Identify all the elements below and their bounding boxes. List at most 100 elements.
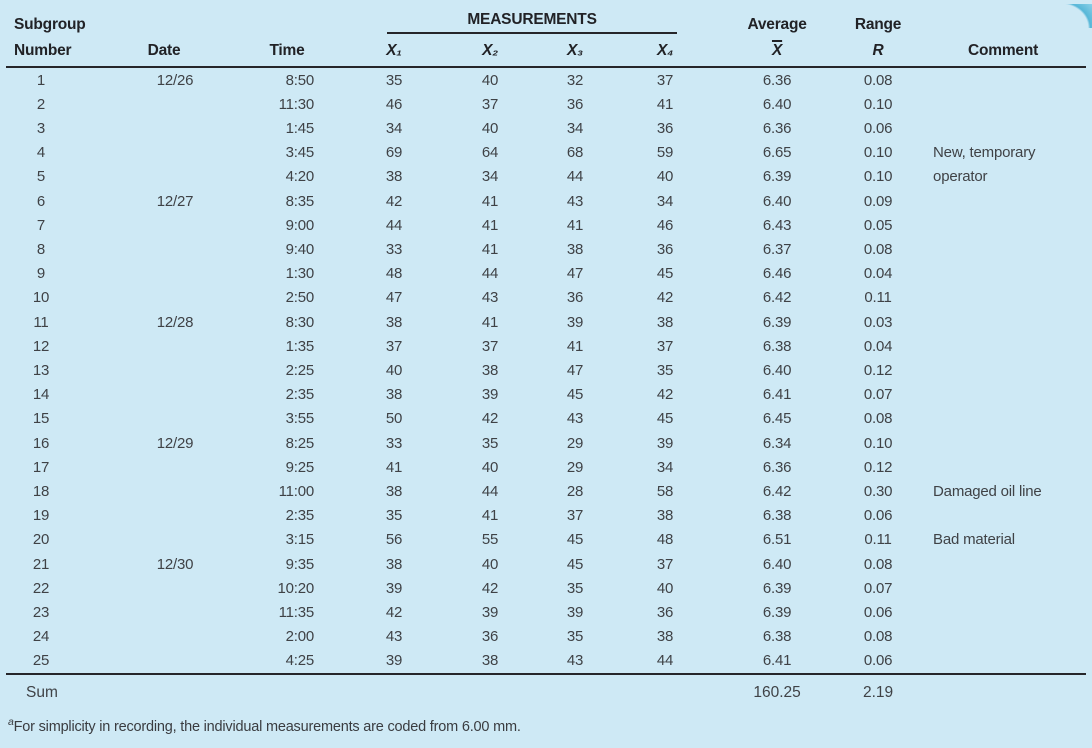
cell-n: 1 (36, 71, 46, 89)
cell-date (90, 358, 268, 382)
cell-avg: 6.39 (762, 579, 792, 597)
cell-range: 0.10 (863, 434, 893, 452)
cell-date (90, 92, 268, 116)
cell-time: 8:50 (285, 71, 315, 89)
sum-row: Sum 160.25 2.19 (6, 673, 1087, 712)
cell-x2: 37 (481, 337, 499, 355)
cell-x4: 38 (656, 628, 674, 646)
cell-x2: 42 (481, 579, 499, 597)
cell-date (90, 649, 268, 674)
cell-comment (920, 67, 1086, 92)
cell-date (90, 141, 268, 165)
cell-time: 8:25 (285, 434, 315, 452)
cell-comment (920, 504, 1086, 528)
cell-x3: 32 (566, 71, 584, 89)
cell-x1: 50 (385, 410, 403, 428)
header-measurements-group: MEASUREMENTS (346, 4, 718, 34)
table-header: Subgroup MEASUREMENTS Average Range Numb… (6, 4, 1087, 68)
cell-x3: 29 (566, 434, 584, 452)
cell-x4: 34 (656, 192, 674, 210)
cell-range: 0.06 (863, 119, 893, 137)
cell-comment (920, 431, 1086, 455)
cell-x1: 37 (385, 337, 403, 355)
cell-n: 17 (32, 458, 50, 476)
table-row: 11 12/28 8:30 38 41 39 38 6.39 0.03 (6, 310, 1086, 334)
cell-date (90, 262, 268, 286)
table-row: 7 9:00 44 41 41 46 6.43 0.05 (6, 213, 1086, 237)
cell-x3: 47 (566, 265, 584, 283)
cell-avg: 6.36 (762, 71, 792, 89)
cell-x1: 40 (385, 361, 403, 379)
cell-comment (920, 286, 1086, 310)
cell-range: 0.03 (863, 313, 893, 331)
table-row: 21 12/30 9:35 38 40 45 37 6.40 0.08 (6, 552, 1086, 576)
cell-x4: 42 (656, 289, 674, 307)
cell-comment (920, 189, 1086, 213)
table-row: 9 1:30 48 44 47 45 6.46 0.04 (6, 262, 1086, 286)
header-subgroup: Subgroup (14, 16, 86, 33)
cell-n: 22 (32, 579, 50, 597)
sum-average-value: 160.25 (718, 673, 837, 712)
cell-time: 2:00 (285, 628, 315, 646)
cell-comment (920, 407, 1086, 431)
table-footer: Sum 160.25 2.19 (6, 673, 1087, 712)
cell-x4: 40 (656, 579, 674, 597)
cell-range: 0.04 (863, 337, 893, 355)
cell-n: 10 (32, 289, 50, 307)
cell-x2: 41 (481, 313, 499, 331)
cell-comment (920, 625, 1086, 649)
cell-range: 0.06 (863, 652, 893, 670)
cell-time: 11:35 (278, 603, 315, 621)
cell-avg: 6.41 (762, 386, 792, 404)
cell-x4: 42 (656, 386, 674, 404)
cell-comment (920, 358, 1086, 382)
table-row: 10 2:50 47 43 36 42 6.42 0.11 (6, 286, 1086, 310)
cell-x1: 33 (385, 240, 403, 258)
cell-avg: 6.42 (762, 482, 792, 500)
cell-x1: 43 (385, 628, 403, 646)
cell-range: 0.04 (863, 265, 893, 283)
cell-comment (920, 92, 1086, 116)
cell-date (90, 383, 268, 407)
cell-date (90, 455, 268, 479)
cell-x1: 38 (385, 168, 403, 186)
cell-n: 2 (36, 95, 46, 113)
cell-x1: 69 (385, 144, 403, 162)
cell-avg: 6.38 (762, 628, 792, 646)
cell-time: 8:30 (285, 313, 315, 331)
cell-comment (920, 383, 1086, 407)
sum-comment-empty (920, 673, 1087, 712)
cell-n: 19 (32, 507, 50, 525)
cell-x2: 40 (481, 71, 499, 89)
cell-x1: 38 (385, 482, 403, 500)
cell-time: 1:35 (285, 337, 315, 355)
cell-avg: 6.65 (762, 144, 792, 162)
cell-x3: 37 (566, 507, 584, 525)
cell-date (90, 625, 268, 649)
cell-n: 24 (32, 628, 50, 646)
table-row: 5 4:20 38 34 44 40 6.39 0.10 operator (6, 165, 1086, 189)
cell-comment (920, 455, 1086, 479)
cell-x4: 40 (656, 168, 674, 186)
cell-n: 8 (36, 240, 46, 258)
cell-range: 0.11 (864, 531, 892, 549)
cell-date (90, 116, 268, 140)
table-row: 15 3:55 50 42 43 45 6.45 0.08 (6, 407, 1086, 431)
cell-n: 16 (32, 434, 50, 452)
cell-date (90, 528, 268, 552)
cell-x4: 46 (656, 216, 674, 234)
cell-avg: 6.38 (762, 507, 792, 525)
cell-date (90, 576, 268, 600)
cell-range: 0.12 (863, 361, 893, 379)
cell-x4: 37 (656, 555, 674, 573)
cell-x2: 39 (481, 386, 499, 404)
subgroup-data-table: Subgroup MEASUREMENTS Average Range Numb… (6, 4, 1087, 712)
cell-range: 0.08 (863, 240, 893, 258)
table-row: 16 12/29 8:25 33 35 29 39 6.34 0.10 (6, 431, 1086, 455)
cell-x4: 37 (656, 71, 674, 89)
cell-x2: 41 (481, 192, 499, 210)
sum-label: Sum (6, 673, 719, 712)
cell-x4: 44 (656, 652, 674, 670)
cell-avg: 6.45 (762, 410, 792, 428)
cell-avg: 6.36 (762, 458, 792, 476)
